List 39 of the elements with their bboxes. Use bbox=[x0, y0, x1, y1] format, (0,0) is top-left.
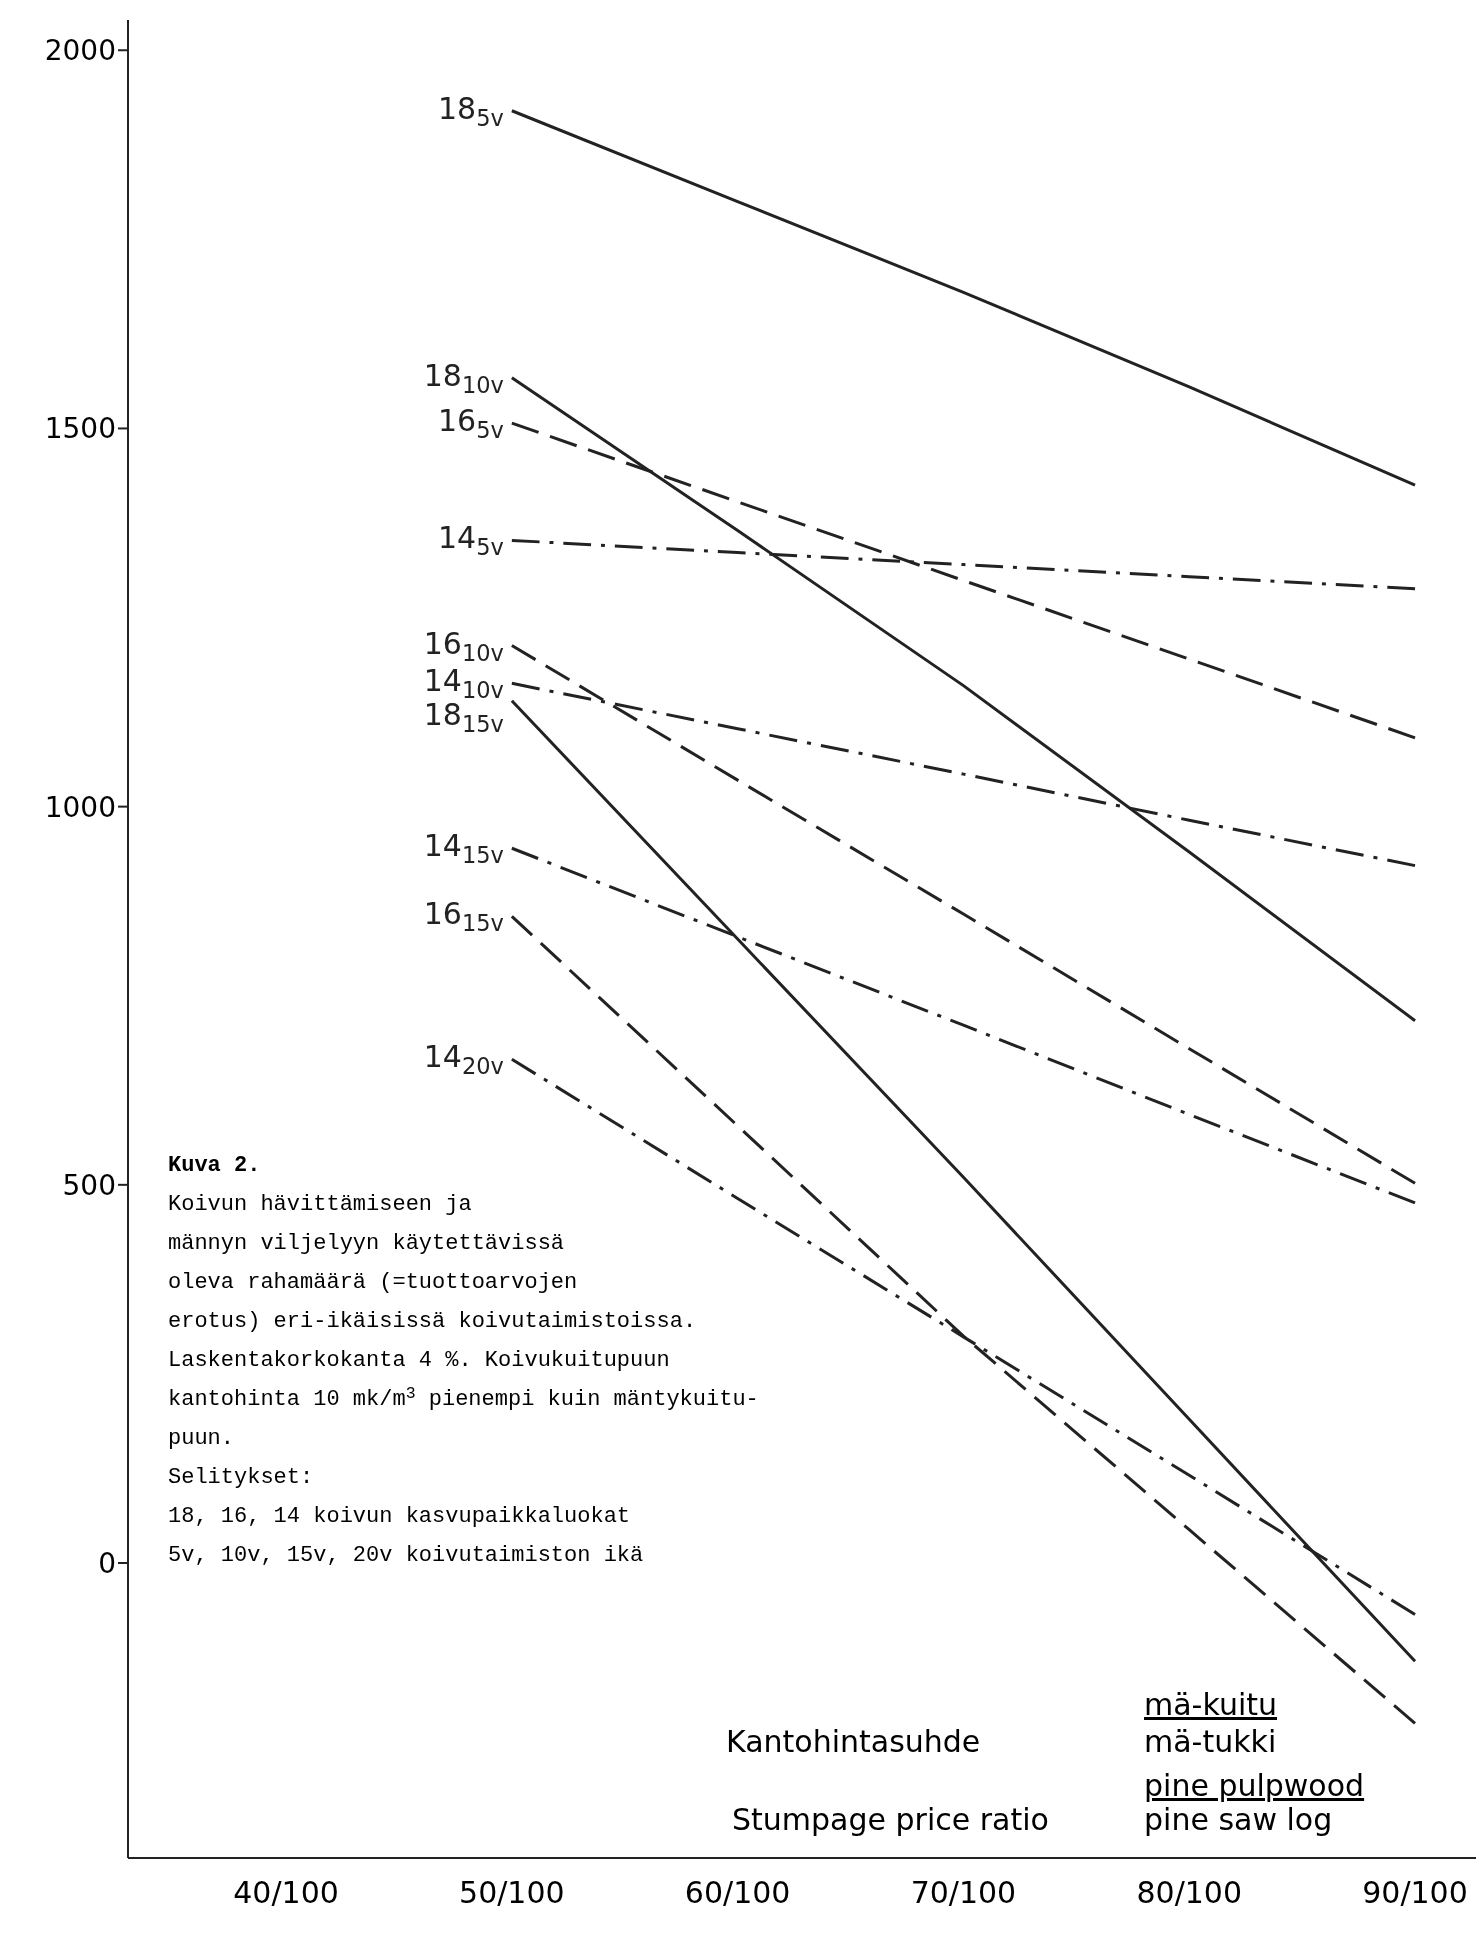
annotation: kantohinta 10 mk/m$^{3}$ pienempi kuin mäntykuitu- bbox=[168, 1384, 759, 1412]
y-tick-label: 1500 bbox=[44, 412, 116, 446]
y-tick-label: 0 bbox=[98, 1547, 116, 1581]
x-tick-label: 90/100 bbox=[1362, 1875, 1468, 1910]
annotation: Stumpage price ratio bbox=[732, 1802, 1049, 1837]
x-tick-label: 40/100 bbox=[233, 1875, 339, 1910]
annotation: oleva rahamäärä (=tuottoarvojen bbox=[168, 1270, 578, 1295]
annotation: Selitykset: bbox=[168, 1465, 314, 1490]
annotation: pine saw log bbox=[1144, 1802, 1333, 1837]
series-label: 14$_{20v}$ bbox=[423, 1039, 504, 1080]
annotation: Koivun hävittämiseen ja bbox=[168, 1192, 472, 1217]
series-label: 16$_{15v}$ bbox=[423, 896, 504, 937]
series-label: 16$_{10v}$ bbox=[423, 625, 504, 666]
annotation: erotus) eri-ikäisissä koivutaimistoissa. bbox=[168, 1309, 697, 1334]
line-series bbox=[510, 644, 1417, 1185]
annotation: 18, 16, 14 koivun kasvupaikkaluokat bbox=[168, 1504, 631, 1529]
series-label: 16$_{5v}$ bbox=[438, 403, 504, 444]
series-label: 14$_{15v}$ bbox=[423, 828, 504, 869]
line-series bbox=[510, 109, 1417, 487]
annotation: pine pulpwood bbox=[1144, 1768, 1365, 1803]
x-axis-title: Kantohintasuhde bbox=[726, 1724, 981, 1759]
x-tick-label: 80/100 bbox=[1136, 1875, 1243, 1910]
annotation: 5v, 10v, 15v, 20v koivutaimiston ikä bbox=[168, 1543, 644, 1568]
x-tick-label: 60/100 bbox=[684, 1875, 791, 1910]
series-label: 14$_{5v}$ bbox=[438, 520, 504, 561]
annotation: männyn viljelyyn käytettävissä bbox=[168, 1231, 565, 1256]
annotation: Laskentakorkokanta 4 %. Koivukuitupuun bbox=[168, 1348, 670, 1373]
x-tick-label: 50/100 bbox=[459, 1875, 565, 1910]
line-series bbox=[510, 376, 1417, 1023]
series-label: 18$_{10v}$ bbox=[423, 357, 504, 398]
series-label: 18$_{5v}$ bbox=[438, 90, 504, 131]
y-tick-label: 2000 bbox=[44, 34, 116, 68]
y-tick-label: 500 bbox=[62, 1168, 116, 1202]
annotation: mä-kuitu bbox=[1144, 1687, 1278, 1722]
y-tick-label: 1000 bbox=[44, 790, 116, 824]
annotation: mä-tukki bbox=[1144, 1724, 1277, 1759]
annotation: Kuva 2. bbox=[168, 1153, 261, 1178]
x-tick-label: 70/100 bbox=[910, 1875, 1017, 1910]
annotation: puun. bbox=[168, 1426, 235, 1451]
